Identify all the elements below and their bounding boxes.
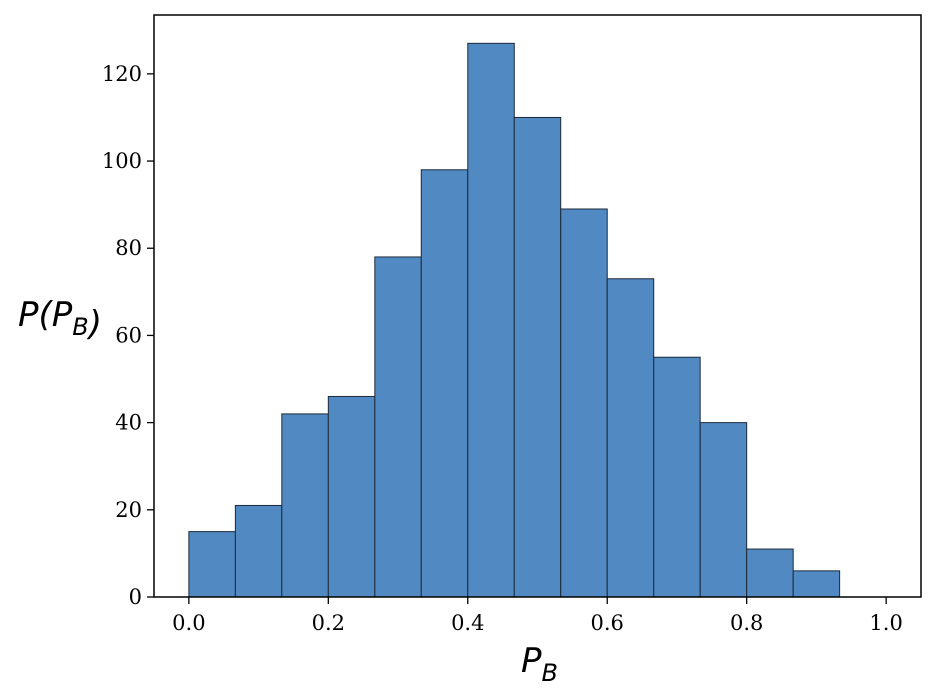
histogram-bar bbox=[467, 42, 515, 598]
x-tick-label: 0.4 bbox=[451, 611, 484, 635]
y-tick-label: 80 bbox=[115, 236, 142, 260]
y-axis-ticks: 0 20 40 60 80 100 120 bbox=[102, 62, 154, 609]
x-tick-label: 0.8 bbox=[730, 611, 763, 635]
histogram-bar bbox=[374, 256, 422, 598]
y-tick-label: 40 bbox=[115, 411, 142, 435]
y-axis-label: P(PB) bbox=[18, 295, 102, 344]
histogram-bar bbox=[327, 395, 376, 598]
histogram-bar bbox=[606, 278, 655, 598]
x-axis-label: PB bbox=[521, 641, 558, 687]
y-tick-label: 100 bbox=[102, 149, 142, 173]
histogram-bar bbox=[188, 531, 236, 598]
histogram-bar bbox=[420, 169, 469, 598]
x-axis-ticks: 0.0 0.2 0.4 0.6 0.8 1.0 bbox=[172, 597, 903, 635]
y-tick-label: 20 bbox=[115, 498, 142, 522]
x-tick-label: 0.0 bbox=[172, 611, 205, 635]
histogram-bar bbox=[281, 413, 329, 598]
histogram-bar bbox=[699, 422, 748, 598]
plot-area-frame bbox=[153, 14, 922, 598]
y-tick-label: 0 bbox=[129, 585, 142, 609]
histogram-bar bbox=[653, 356, 701, 598]
bars-group bbox=[188, 42, 841, 598]
histogram-bar bbox=[560, 208, 608, 598]
x-tick-label: 0.6 bbox=[591, 611, 624, 635]
histogram-bar bbox=[792, 570, 841, 598]
histogram-bar bbox=[746, 548, 794, 598]
y-tick-label: 60 bbox=[115, 323, 142, 347]
x-tick-label: 0.2 bbox=[312, 611, 345, 635]
histogram-bar bbox=[513, 116, 562, 598]
histogram-bar bbox=[234, 504, 283, 598]
x-tick-label: 1.0 bbox=[869, 611, 902, 635]
y-tick-label: 120 bbox=[102, 62, 142, 86]
